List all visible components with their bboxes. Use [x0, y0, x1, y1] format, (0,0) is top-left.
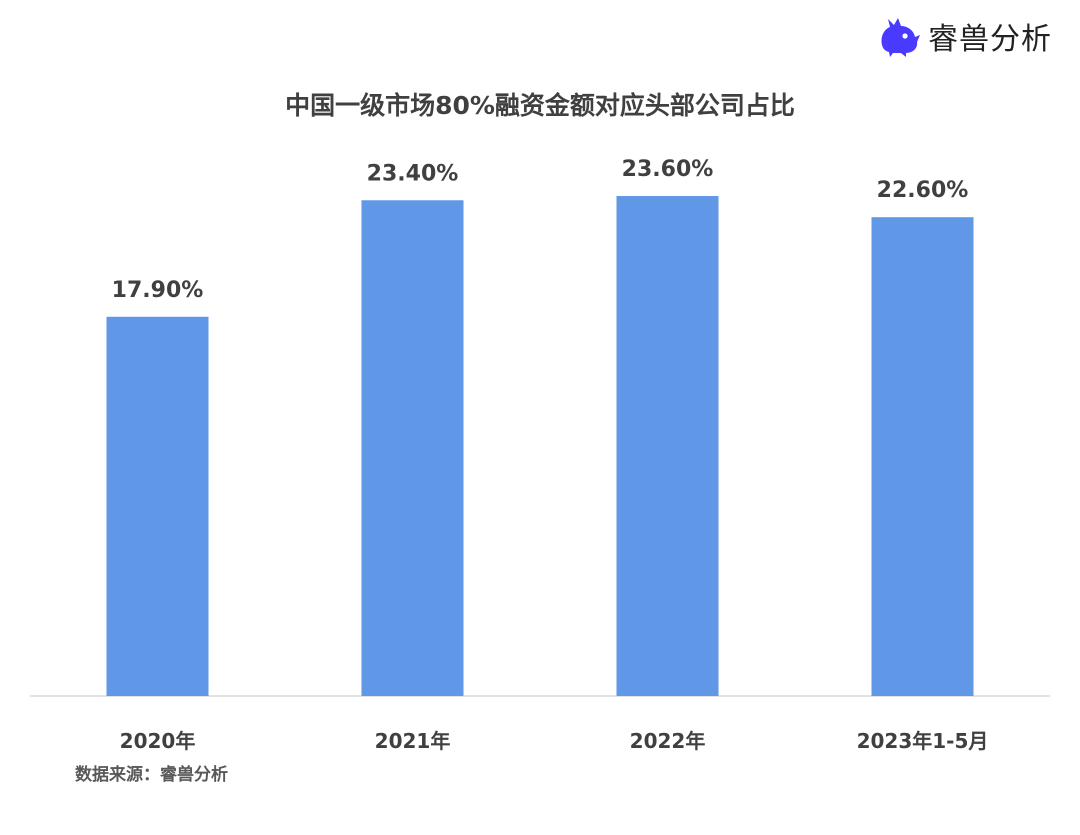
- data-label-3: 22.60%: [877, 178, 969, 203]
- data-label-0: 17.90%: [112, 278, 204, 303]
- x-tick-label-0: 2020年: [120, 729, 196, 753]
- x-tick-label-2: 2022年: [630, 729, 706, 753]
- brand-logo: 睿兽分析: [876, 14, 1052, 58]
- x-tick-label-3: 2023年1-5月: [857, 729, 989, 753]
- bar-1: [361, 200, 464, 696]
- bar-3: [871, 217, 974, 696]
- beast-logo-icon: [881, 18, 920, 57]
- brand-name: 睿兽分析: [928, 22, 1052, 57]
- bar-0: [106, 316, 209, 696]
- data-label-1: 23.40%: [367, 161, 459, 186]
- x-tick-label-1: 2021年: [375, 729, 451, 753]
- bar-2: [616, 196, 719, 696]
- chart-title: 中国一级市场80%融资金额对应头部公司占比: [285, 91, 795, 120]
- source-note: 数据来源：睿兽分析: [75, 765, 228, 785]
- data-label-2: 23.60%: [622, 157, 714, 182]
